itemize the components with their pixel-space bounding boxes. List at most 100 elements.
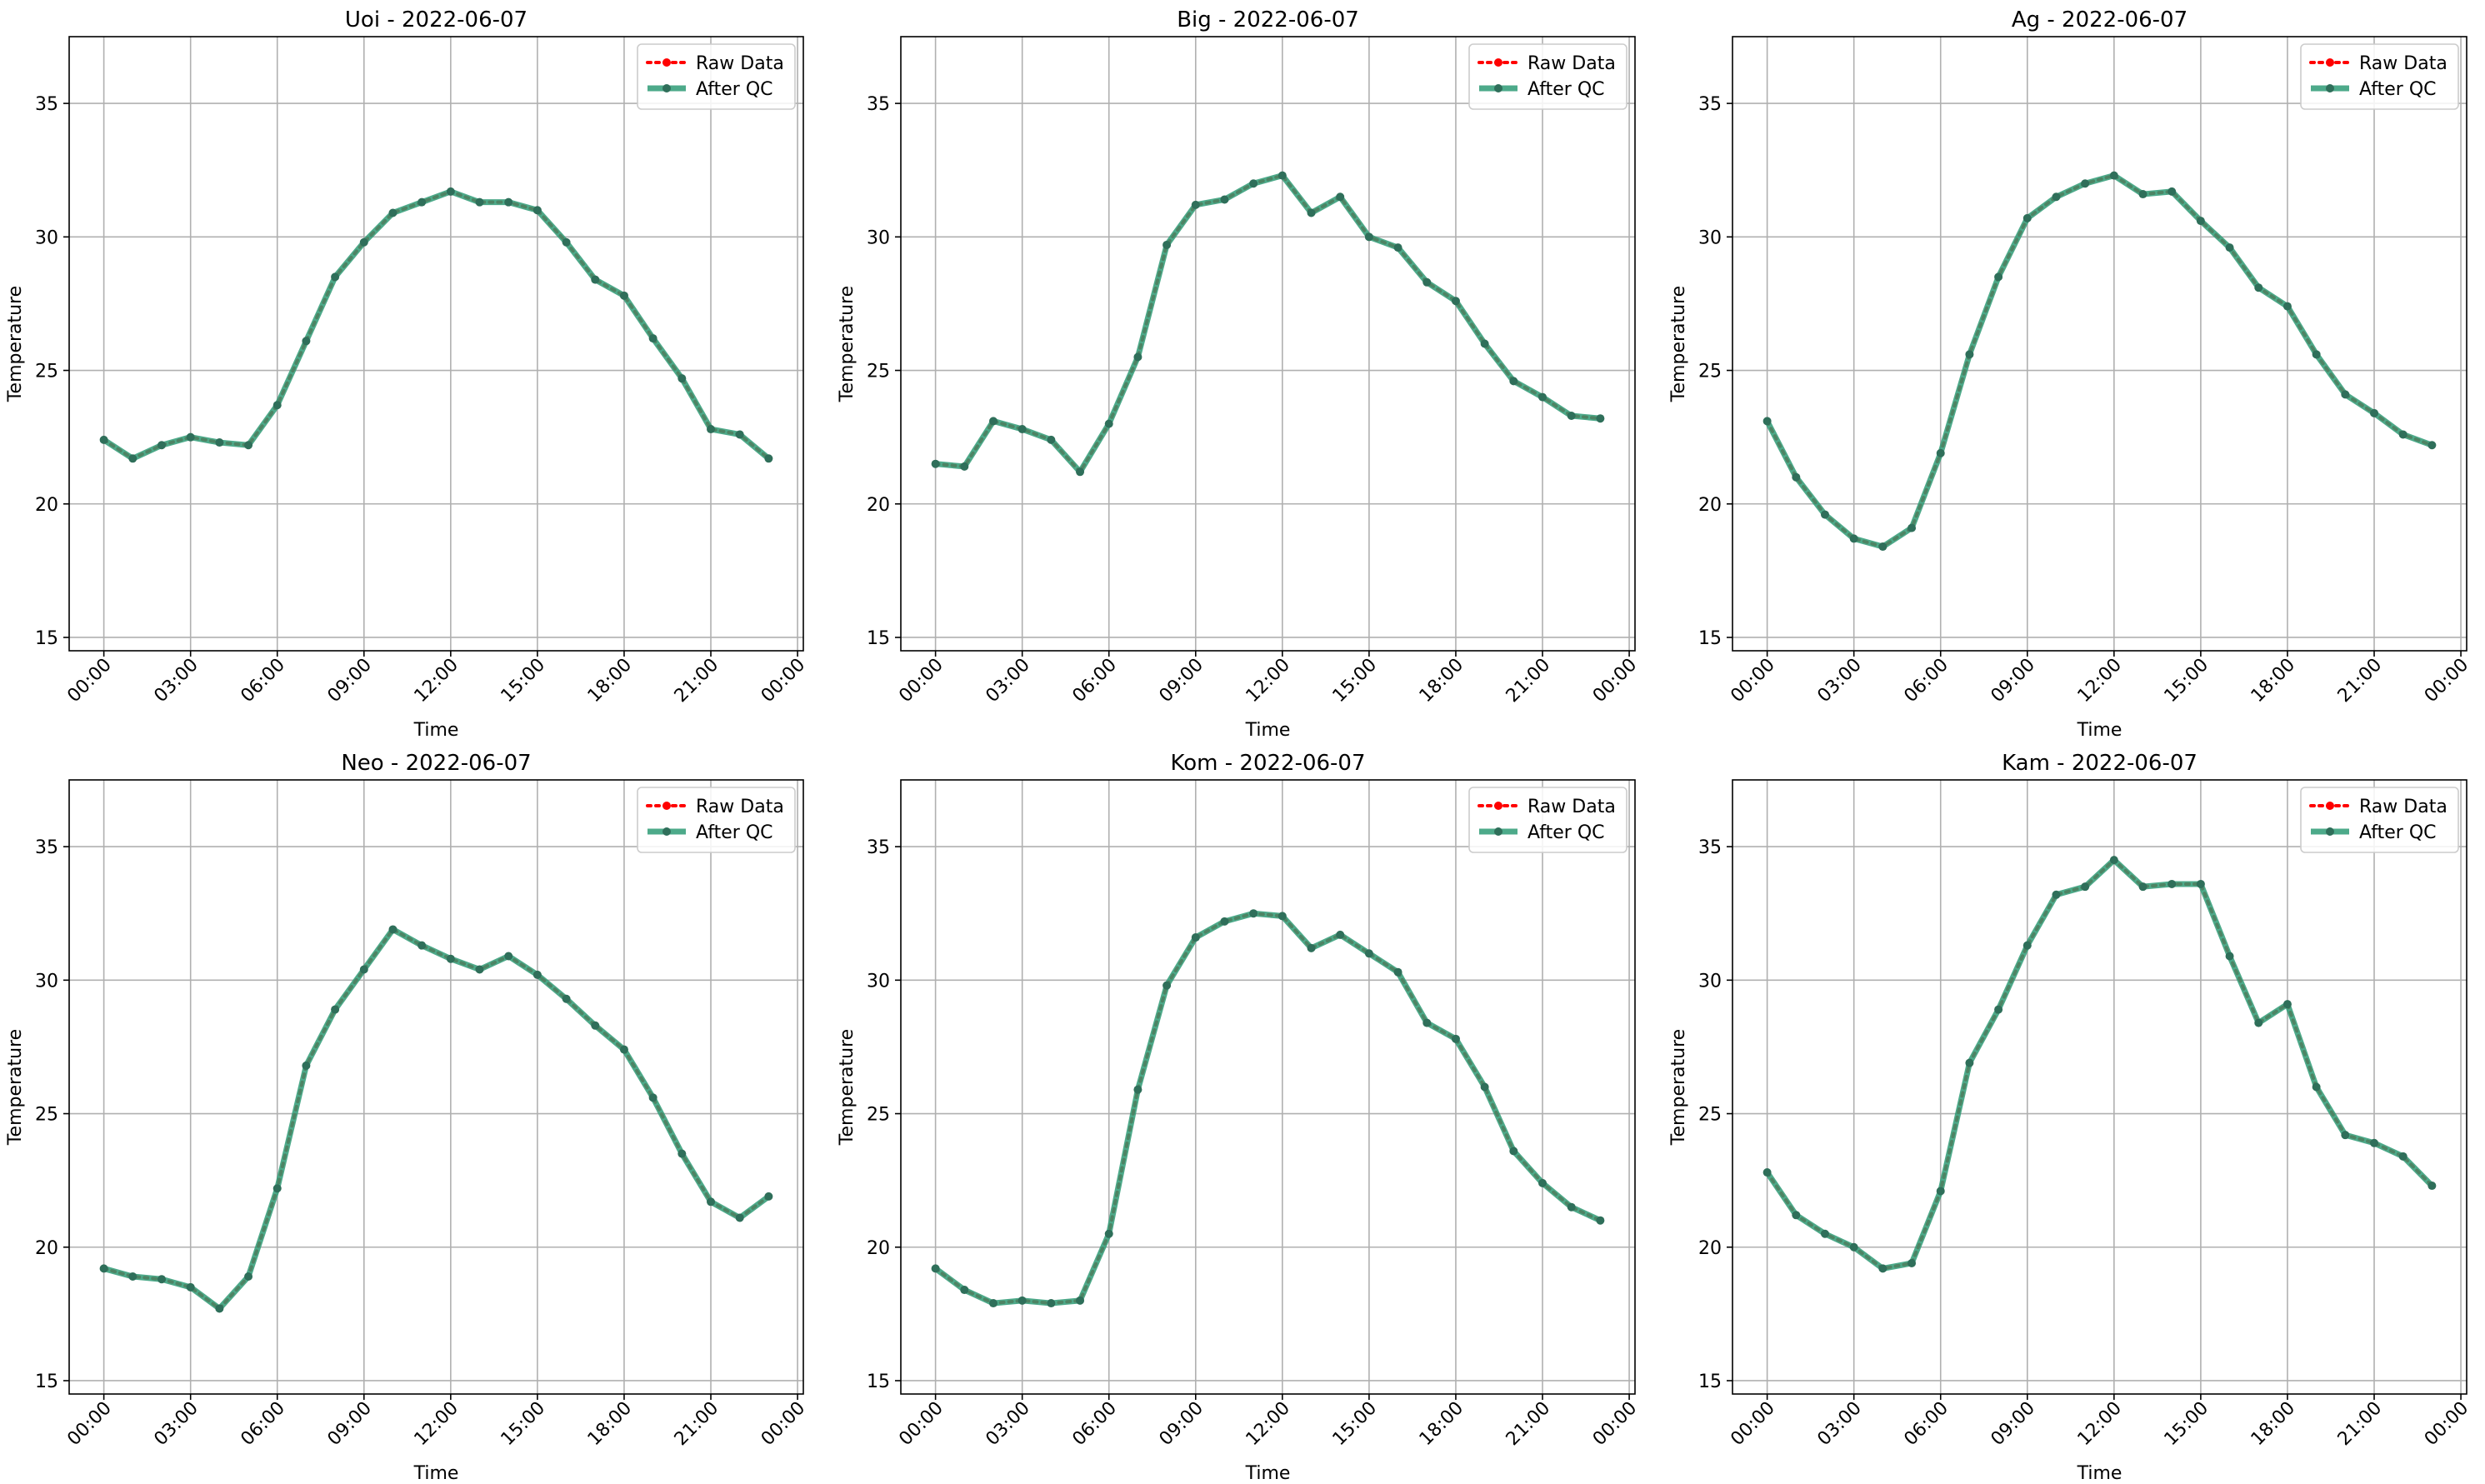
legend-label-raw-data: Raw Data bbox=[2359, 53, 2448, 74]
after-qc-point bbox=[504, 197, 513, 207]
x-tick-label: 00:00 bbox=[1727, 1398, 1779, 1451]
y-tick-label: 35 bbox=[35, 837, 58, 858]
chart-title: Neo - 2022-06-07 bbox=[341, 751, 531, 776]
x-tick-label: 03:00 bbox=[150, 1398, 202, 1451]
after-qc-point bbox=[244, 1272, 253, 1282]
after-qc-point bbox=[99, 435, 108, 444]
x-axis-label: Time bbox=[2077, 720, 2122, 741]
after-qc-point bbox=[388, 208, 398, 217]
after-qc-point bbox=[735, 1213, 744, 1222]
after-qc-point bbox=[532, 970, 542, 979]
after-qc-point bbox=[1393, 967, 1402, 977]
after-qc-point bbox=[1849, 1242, 1858, 1252]
after-qc-point bbox=[2428, 1182, 2437, 1191]
after-qc-point bbox=[591, 1021, 600, 1030]
after-qc-point bbox=[2022, 941, 2032, 950]
series-line-after-qc bbox=[1764, 172, 2433, 550]
legend-label-after-qc: After QC bbox=[2359, 822, 2437, 843]
legend-label-raw-data: Raw Data bbox=[1528, 797, 1616, 817]
x-tick-label: 21:00 bbox=[671, 655, 723, 707]
after-qc-point bbox=[1936, 448, 1945, 457]
after-qc-point bbox=[2370, 408, 2379, 417]
after-qc-point bbox=[1451, 1034, 1460, 1043]
y-tick-label: 15 bbox=[35, 1372, 58, 1392]
after-qc-point bbox=[418, 941, 427, 950]
after-qc-point bbox=[2282, 1000, 2292, 1009]
x-tick-label: 00:00 bbox=[63, 1398, 116, 1451]
legend-marker-raw-data bbox=[2326, 802, 2334, 810]
after-qc-point bbox=[707, 1197, 716, 1207]
after-qc-point bbox=[764, 1192, 773, 1201]
after-qc-point bbox=[1307, 208, 1316, 217]
after-qc-point bbox=[359, 965, 368, 974]
y-tick-label: 35 bbox=[867, 94, 890, 115]
y-tick-label: 30 bbox=[867, 227, 890, 248]
x-tick-label: 00:00 bbox=[2421, 1398, 2473, 1451]
after-qc-point bbox=[359, 237, 368, 247]
y-tick-label: 20 bbox=[867, 1238, 890, 1259]
after-qc-point bbox=[1820, 510, 1829, 519]
axes-frame bbox=[900, 779, 1636, 1395]
after-qc-point bbox=[1278, 912, 1287, 921]
after-qc-point bbox=[988, 417, 998, 426]
after-qc-point bbox=[1133, 352, 1142, 362]
after-qc-point bbox=[1336, 192, 1345, 202]
after-qc-point bbox=[2428, 441, 2437, 450]
x-tick-label: 21:00 bbox=[1502, 655, 1555, 707]
x-tick-label: 03:00 bbox=[1813, 655, 1866, 707]
x-tick-label: 15:00 bbox=[1329, 1398, 1382, 1451]
y-tick-label: 25 bbox=[1698, 362, 1722, 382]
after-qc-point bbox=[475, 197, 484, 207]
y-tick-label: 25 bbox=[35, 1105, 58, 1126]
legend-box bbox=[1468, 43, 1628, 110]
y-tick-label: 35 bbox=[35, 94, 58, 115]
x-tick-label: 06:00 bbox=[1900, 655, 1952, 707]
after-qc-point bbox=[988, 1299, 998, 1308]
x-tick-label: 06:00 bbox=[1068, 1398, 1121, 1451]
after-qc-point bbox=[591, 275, 600, 284]
after-qc-point bbox=[2398, 430, 2408, 439]
after-qc-point bbox=[1965, 1058, 1974, 1067]
x-tick-label: 00:00 bbox=[758, 655, 810, 707]
after-qc-point bbox=[1162, 981, 1172, 990]
after-qc-point bbox=[1307, 943, 1316, 952]
legend-label-raw-data: Raw Data bbox=[696, 53, 784, 74]
after-qc-point bbox=[504, 952, 513, 961]
x-tick-label: 15:00 bbox=[2161, 655, 2213, 707]
y-axis-label: Temperature bbox=[5, 1029, 26, 1146]
legend-label-after-qc: After QC bbox=[1528, 79, 1605, 100]
after-qc-point bbox=[331, 272, 340, 282]
after-qc-point bbox=[532, 206, 542, 215]
after-qc-point bbox=[1509, 377, 1518, 386]
x-tick-label: 00:00 bbox=[758, 1398, 810, 1451]
after-qc-point bbox=[1364, 949, 1373, 958]
after-qc-point bbox=[2052, 192, 2061, 202]
legend-marker-after-qc bbox=[2326, 84, 2334, 92]
y-axis-label: Temperature bbox=[1668, 286, 1689, 402]
after-qc-point bbox=[128, 454, 138, 463]
y-tick-label: 30 bbox=[1698, 227, 1722, 248]
after-qc-point bbox=[1191, 933, 1200, 942]
x-tick-label: 00:00 bbox=[1589, 655, 1642, 707]
x-tick-label: 00:00 bbox=[895, 655, 948, 707]
after-qc-point bbox=[764, 454, 773, 463]
after-qc-point bbox=[1249, 179, 1258, 188]
legend-marker-raw-data bbox=[662, 58, 671, 67]
legend-marker-raw-data bbox=[2326, 58, 2334, 67]
x-axis-label: Time bbox=[413, 1463, 459, 1484]
after-qc-point bbox=[1249, 909, 1258, 918]
legend-box bbox=[637, 43, 796, 110]
x-tick-label: 21:00 bbox=[2334, 655, 2387, 707]
x-tick-label: 09:00 bbox=[1988, 655, 2040, 707]
after-qc-point bbox=[562, 237, 571, 247]
legend: Raw Data After QC bbox=[2300, 787, 2459, 853]
after-qc-point bbox=[1422, 277, 1432, 287]
legend-marker-raw-data bbox=[1494, 802, 1502, 810]
chart-panel: 15 20 25 30 35 00:00 03:00 06:00 09:00 12:00 15:00… bbox=[1668, 7, 2472, 741]
y-tick-label: 20 bbox=[35, 495, 58, 516]
after-qc-point bbox=[1422, 1018, 1432, 1027]
legend-box bbox=[1468, 787, 1628, 853]
after-qc-point bbox=[2196, 217, 2205, 226]
legend-label-raw-data: Raw Data bbox=[696, 797, 784, 817]
x-tick-label: 18:00 bbox=[1416, 655, 1468, 707]
